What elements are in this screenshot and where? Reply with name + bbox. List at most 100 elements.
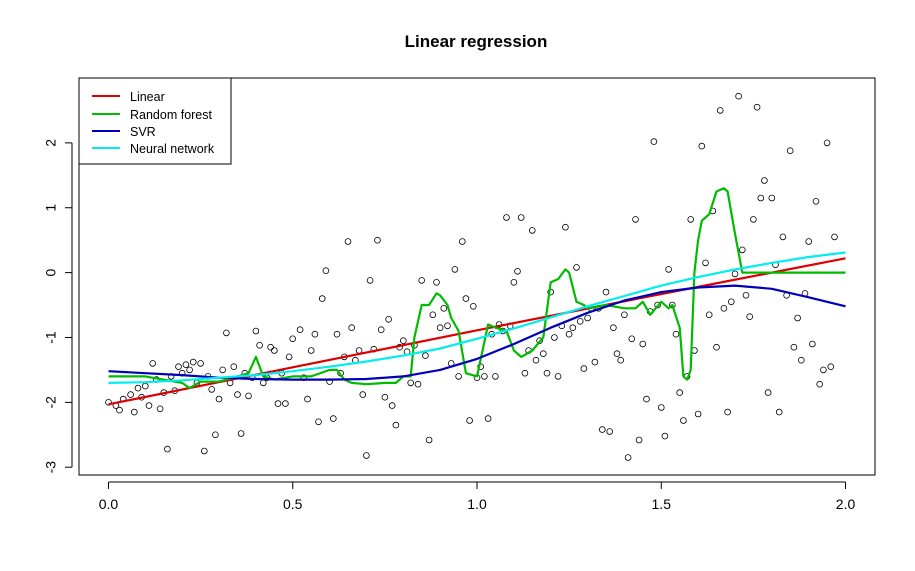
data-point [816,380,823,388]
data-point [311,330,319,338]
data-point [315,418,322,426]
data-point [687,216,694,223]
data-point [145,402,153,409]
data-point [377,326,385,334]
data-point [230,363,238,371]
data-point [514,267,521,275]
data-point [569,324,577,332]
data-point [462,295,470,302]
data-point [381,393,389,401]
data-point [727,298,735,306]
data-point [632,216,639,223]
data-point [307,347,315,354]
data-point [175,363,182,371]
data-point [794,314,801,322]
y-tick-label: -1 [43,331,59,344]
data-point [503,214,510,221]
data-point [665,266,672,273]
data-point [270,347,278,354]
data-point [562,223,569,231]
data-point [775,408,783,416]
data-point [635,436,643,444]
data-point [374,236,381,244]
y-tick-label: -2 [43,396,59,409]
chart-title: Linear regression [405,32,548,51]
legend-label-random-forest: Random forest [130,108,213,122]
data-point [532,356,540,364]
data-point [746,313,753,321]
data-point [565,330,573,338]
data-point [809,340,816,348]
data-point [764,389,772,396]
data-point [289,335,297,343]
data-point [643,395,650,403]
data-point [414,380,422,388]
data-point [156,405,164,413]
data-point [444,322,451,330]
data-point [812,198,820,205]
data-point [458,238,466,245]
y-tick-label: -3 [43,461,59,474]
data-point [624,454,632,461]
data-point [510,278,518,286]
data-point [705,311,713,319]
data-point [385,315,392,323]
data-point [617,356,624,364]
data-point [189,358,197,366]
x-tick-label: 2.0 [836,496,856,512]
data-point [164,445,171,453]
data-point [455,373,462,380]
data-point [492,373,499,380]
data-point [149,360,157,367]
data-point [768,194,776,202]
data-point [418,277,426,284]
data-point [742,291,750,299]
data-point [551,334,558,341]
data-point [598,426,606,433]
data-point [820,366,827,374]
data-point [197,360,204,367]
x-axis: 0.0 0.5 1.0 1.5 2.0 [99,481,856,512]
data-point [282,400,289,407]
data-point [182,361,190,369]
data-point [134,384,142,392]
data-point [329,415,337,422]
data-point [422,352,429,359]
series-layer [108,187,846,406]
data-point [105,398,112,406]
data-point [304,395,311,403]
data-point [481,373,488,380]
data-point [731,270,739,278]
data-point [425,436,433,444]
x-tick-label: 1.0 [467,496,487,512]
data-point [536,337,543,345]
legend-label-svr: SVR [130,125,156,139]
data-point [576,317,584,325]
x-tick-label: 1.5 [652,496,672,512]
y-axis: -3 -2 -1 0 1 2 [43,139,73,474]
data-point [797,356,805,364]
data-point [628,335,636,343]
data-point [245,392,252,400]
data-point [621,311,628,319]
data-point [429,311,437,319]
data-point [720,304,728,312]
data-point [554,373,562,380]
data-point [591,358,599,366]
data-point [223,329,230,337]
data-point [208,386,216,393]
data-point [713,343,720,351]
series-line-neural-network [108,251,846,384]
data-point [654,301,661,309]
data-point [657,404,665,411]
data-point [724,408,731,416]
data-point [212,431,219,439]
data-point [610,324,617,332]
series-line-linear [108,257,846,406]
legend-label-linear: Linear [130,90,165,104]
data-point [322,267,330,275]
data-point [672,330,680,338]
data-point [779,233,787,241]
data-point [285,353,293,361]
